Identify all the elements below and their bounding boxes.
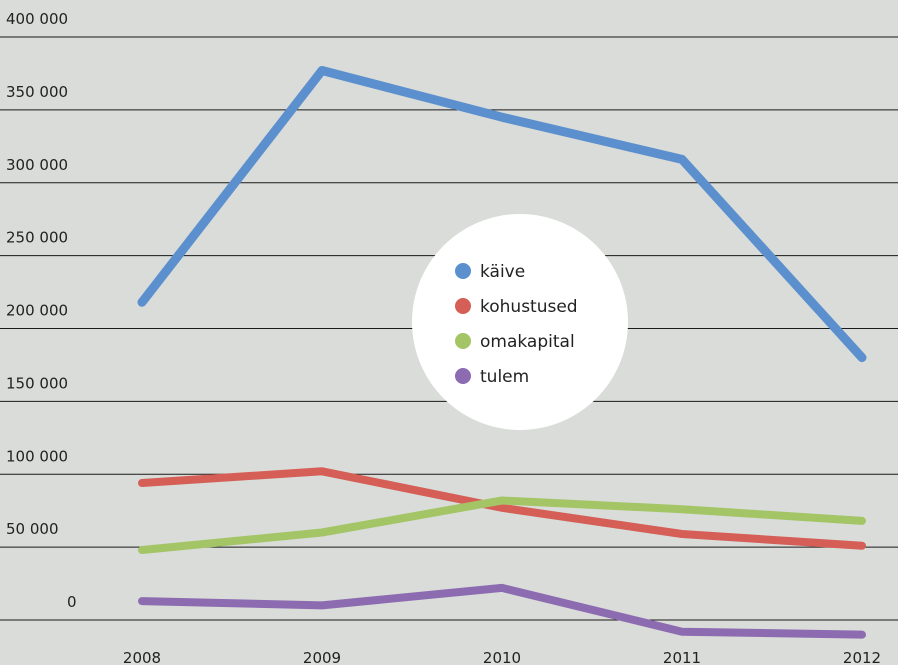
- x-tick-label: 2009: [303, 649, 341, 665]
- legend-label: kohustused: [480, 297, 578, 317]
- y-tick-label: 250 000: [6, 229, 68, 247]
- series-line-tulem: [138, 583, 866, 639]
- legend-marker-käive: [455, 263, 471, 279]
- legend-items: käive kohustused omakapital tulem: [455, 262, 578, 387]
- y-tick-label: 100 000: [6, 447, 68, 465]
- legend-background: [412, 214, 628, 430]
- y-tick-label: 50 000: [6, 520, 59, 538]
- legend-marker-kohustused: [455, 298, 471, 314]
- y-tick-label: 350 000: [6, 83, 68, 101]
- legend-label: tulem: [480, 367, 529, 387]
- x-axis-labels: 2008 2009 2010 2011 2012: [123, 649, 881, 665]
- x-tick-label: 2008: [123, 649, 161, 665]
- x-tick-label: 2011: [663, 649, 701, 665]
- legend-label: omakapital: [480, 332, 575, 352]
- y-axis-labels: 0 50 000 100 000 150 000 200 000 250 000 300 0…: [6, 10, 77, 611]
- y-tick-label: 0: [67, 593, 77, 611]
- series-line-käive: [137, 66, 867, 363]
- series-line-kohustused: [138, 467, 866, 550]
- series-line-omakapital: [138, 496, 866, 554]
- legend-label: käive: [480, 262, 525, 282]
- y-tick-label: 150 000: [6, 374, 68, 392]
- x-tick-label: 2010: [483, 649, 521, 665]
- legend-marker-tulem: [455, 368, 471, 384]
- series-lines: [137, 66, 867, 639]
- y-tick-label: 300 000: [6, 156, 68, 174]
- legend-marker-omakapital: [455, 333, 471, 349]
- x-tick-label: 2012: [843, 649, 881, 665]
- legend: käive kohustused omakapital tulem: [412, 214, 628, 430]
- y-tick-label: 400 000: [6, 10, 68, 28]
- y-tick-label: 200 000: [6, 302, 68, 320]
